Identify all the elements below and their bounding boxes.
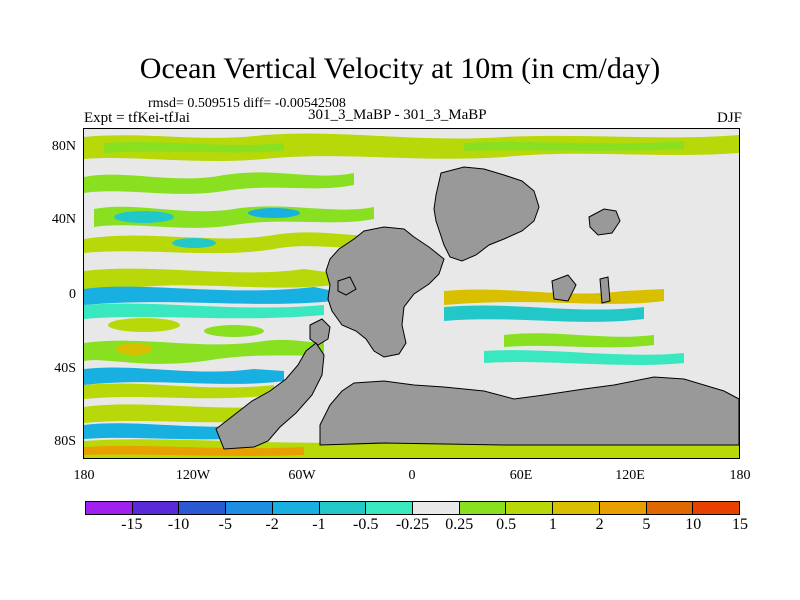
- lon-label: 0: [408, 468, 416, 483]
- colorbar-box: [553, 502, 600, 514]
- colorbar-label: 2: [595, 516, 604, 533]
- colorbar-label: 5: [642, 516, 651, 533]
- velocity-field-band: [84, 172, 354, 194]
- velocity-field-band: [464, 141, 684, 151]
- colorbar-box: [86, 502, 133, 514]
- colorbar: [85, 501, 740, 515]
- colorbar-box: [319, 502, 367, 514]
- velocity-field-patch: [248, 208, 300, 218]
- velocity-field-patch: [114, 211, 174, 223]
- continent-south-america: [215, 342, 325, 450]
- colorbar-label: -10: [167, 516, 190, 533]
- colorbar-box: [459, 502, 507, 514]
- colorbar-label: -15: [121, 516, 143, 533]
- colorbar-box: [132, 502, 180, 514]
- colorbar-label: -5: [218, 516, 232, 533]
- lat-label: 40N: [51, 212, 76, 227]
- velocity-field-band: [84, 232, 384, 254]
- colorbar-label: -1: [312, 516, 326, 533]
- velocity-field-band: [444, 305, 644, 322]
- velocity-field-patch: [204, 325, 264, 337]
- velocity-field-band: [84, 268, 334, 291]
- landmass-island: [599, 276, 611, 304]
- lon-label: 120E: [615, 468, 645, 483]
- colorbar-label: 1: [548, 516, 557, 533]
- continent-antarctica: [319, 376, 739, 446]
- lon-label: 60E: [509, 468, 533, 483]
- colorbar-label: 0.5: [496, 516, 517, 533]
- colorbar-label: 10: [685, 516, 702, 533]
- velocity-field-patch: [116, 343, 152, 355]
- velocity-field-band: [84, 286, 334, 305]
- lon-label: 120W: [175, 468, 211, 483]
- landmass-southern: [309, 318, 331, 346]
- velocity-field-patch: [172, 238, 216, 248]
- lon-label: 180: [73, 468, 95, 483]
- colorbar-box: [179, 502, 227, 514]
- continent-asia: [433, 166, 540, 262]
- colorbar-box: [226, 502, 273, 514]
- velocity-field-band: [84, 445, 304, 456]
- velocity-field-band: [94, 206, 374, 228]
- lat-label: 80N: [51, 139, 76, 154]
- colorbar-box: [693, 502, 740, 514]
- map-plot: [83, 128, 740, 459]
- experiment-label: Expt = tfKei-tfJai: [84, 110, 190, 126]
- colorbar-label: 15: [732, 516, 748, 533]
- colorbar-label: -2: [265, 516, 279, 533]
- colorbar-box: [272, 502, 320, 514]
- colorbar-label: -0.5: [353, 516, 379, 533]
- continent-africa-europe: [325, 226, 445, 358]
- velocity-field-band: [504, 333, 654, 348]
- lat-label: 40S: [54, 361, 76, 376]
- velocity-field-band: [84, 303, 324, 319]
- landmass-indonesia: [551, 274, 577, 302]
- lat-label: 80S: [54, 434, 76, 449]
- velocity-field-band: [84, 367, 284, 385]
- map-canvas: [84, 129, 739, 458]
- stats-text: rmsd= 0.509515 diff= -0.00542508: [148, 96, 346, 111]
- period-label: 301_3_MaBP - 301_3_MaBP: [308, 107, 487, 123]
- velocity-field-band: [484, 350, 684, 365]
- colorbar-box: [366, 502, 414, 514]
- map-title: Ocean Vertical Velocity at 10m (in cm/da…: [139, 52, 661, 85]
- lon-label: 180: [729, 468, 751, 483]
- lat-label: 0: [69, 287, 76, 302]
- season-label: DJF: [716, 110, 742, 126]
- colorbar-box: [599, 502, 647, 514]
- landmass-island: [337, 276, 357, 296]
- colorbar-box: [506, 502, 554, 514]
- landmass-japan: [588, 208, 621, 236]
- velocity-field-patch: [108, 318, 180, 332]
- colorbar-box: [413, 502, 460, 514]
- colorbar-label: -0.25: [395, 516, 430, 533]
- velocity-field-band: [84, 133, 739, 161]
- lon-label: 60W: [288, 468, 316, 483]
- colorbar-label: 0.25: [445, 516, 474, 533]
- velocity-field-band: [84, 383, 274, 399]
- colorbar-box: [646, 502, 694, 514]
- velocity-field-band: [104, 142, 284, 153]
